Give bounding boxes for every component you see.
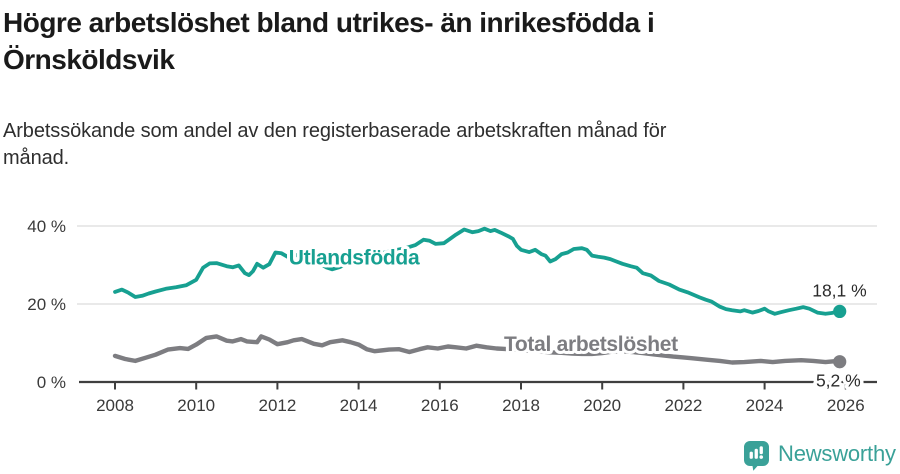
x-axis-tick-label: 2022 bbox=[664, 396, 702, 415]
newsworthy-logo[interactable]: Newsworthy bbox=[744, 441, 896, 472]
series-end-dot-utlandsfodda bbox=[833, 304, 847, 319]
page-subtitle-line-2: månad. bbox=[3, 147, 70, 169]
x-axis-tick-label: 2012 bbox=[258, 396, 296, 415]
y-axis-tick-label: 0 % bbox=[37, 373, 66, 392]
series-label-total: Total arbetslöshet bbox=[504, 333, 678, 356]
series-line-utlandsfodda bbox=[113, 226, 842, 316]
page-title-line-2: Örnsköldsvik bbox=[3, 44, 175, 75]
newsworthy-logo-text: Newsworthy bbox=[778, 441, 896, 466]
x-axis-tick-label: 2010 bbox=[177, 396, 215, 415]
x-axis-tick-label: 2018 bbox=[502, 396, 540, 415]
x-axis-tick-label: 2008 bbox=[96, 396, 134, 415]
y-axis-tick-label: 40 % bbox=[27, 217, 66, 236]
x-axis-tick-label: 2020 bbox=[583, 396, 621, 415]
series-label-utlandsfodda: Utlandsfödda bbox=[289, 247, 420, 270]
series-line-total bbox=[112, 334, 842, 365]
x-axis-tick-label: 2026 bbox=[827, 396, 865, 415]
page-subtitle-line-1: Arbetssökande som andel av den registerb… bbox=[3, 120, 667, 142]
page-title: Högre arbetslöshet bland utrikes- än inr… bbox=[3, 4, 793, 78]
series-end-value-utlandsfodda: 18,1 % bbox=[812, 280, 866, 300]
series-end-value-total: 5,2 % bbox=[816, 371, 861, 391]
y-axis-tick-label: 20 % bbox=[27, 295, 66, 314]
bar-chart-speech-bubble-icon bbox=[744, 441, 769, 471]
series-end-dot-total bbox=[833, 355, 847, 369]
page-subtitle: Arbetssökande som andel av den registerb… bbox=[3, 118, 883, 172]
x-axis-tick-label: 2014 bbox=[340, 396, 378, 415]
page-title-line-1: Högre arbetslöshet bland utrikes- än inr… bbox=[3, 7, 655, 38]
x-axis-tick-label: 2024 bbox=[746, 396, 784, 415]
x-axis-tick-label: 2016 bbox=[421, 396, 459, 415]
